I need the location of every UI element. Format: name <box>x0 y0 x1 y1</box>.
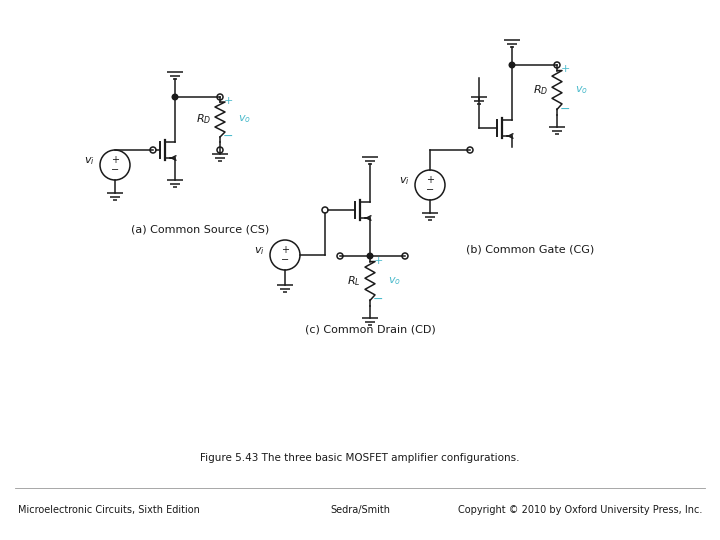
Text: −: − <box>426 185 434 195</box>
Text: −: − <box>373 293 383 306</box>
Text: $v_i$: $v_i$ <box>253 245 264 257</box>
Text: (c) Common Drain (CD): (c) Common Drain (CD) <box>305 325 436 335</box>
Text: −: − <box>281 255 289 265</box>
Text: +: + <box>560 64 570 74</box>
Text: $v_i$: $v_i$ <box>84 155 94 167</box>
Text: +: + <box>281 245 289 255</box>
Text: $R_L$: $R_L$ <box>347 274 361 288</box>
Text: Microelectronic Circuits, Sixth Edition: Microelectronic Circuits, Sixth Edition <box>18 505 200 515</box>
Text: $v_o$: $v_o$ <box>238 113 251 125</box>
Text: −: − <box>111 165 119 175</box>
Text: Figure 5.43 The three basic MOSFET amplifier configurations.: Figure 5.43 The three basic MOSFET ampli… <box>200 453 520 463</box>
Text: +: + <box>426 175 434 185</box>
Circle shape <box>172 94 178 100</box>
Text: $v_o$: $v_o$ <box>388 275 401 287</box>
Text: −: − <box>222 130 233 143</box>
Circle shape <box>509 62 515 68</box>
Text: Sedra/Smith: Sedra/Smith <box>330 505 390 515</box>
Text: $R_D$: $R_D$ <box>534 83 549 97</box>
Text: $v_i$: $v_i$ <box>399 175 410 187</box>
Text: $v_o$: $v_o$ <box>575 84 588 96</box>
Text: +: + <box>111 155 119 165</box>
Text: (b) Common Gate (CG): (b) Common Gate (CG) <box>466 245 594 255</box>
Text: (a) Common Source (CS): (a) Common Source (CS) <box>131 225 269 235</box>
Text: Copyright © 2010 by Oxford University Press, Inc.: Copyright © 2010 by Oxford University Pr… <box>458 505 702 515</box>
Circle shape <box>367 253 373 259</box>
Text: +: + <box>373 256 383 266</box>
Text: +: + <box>223 96 233 106</box>
Text: $R_D$: $R_D$ <box>197 113 212 126</box>
Text: −: − <box>559 103 570 116</box>
